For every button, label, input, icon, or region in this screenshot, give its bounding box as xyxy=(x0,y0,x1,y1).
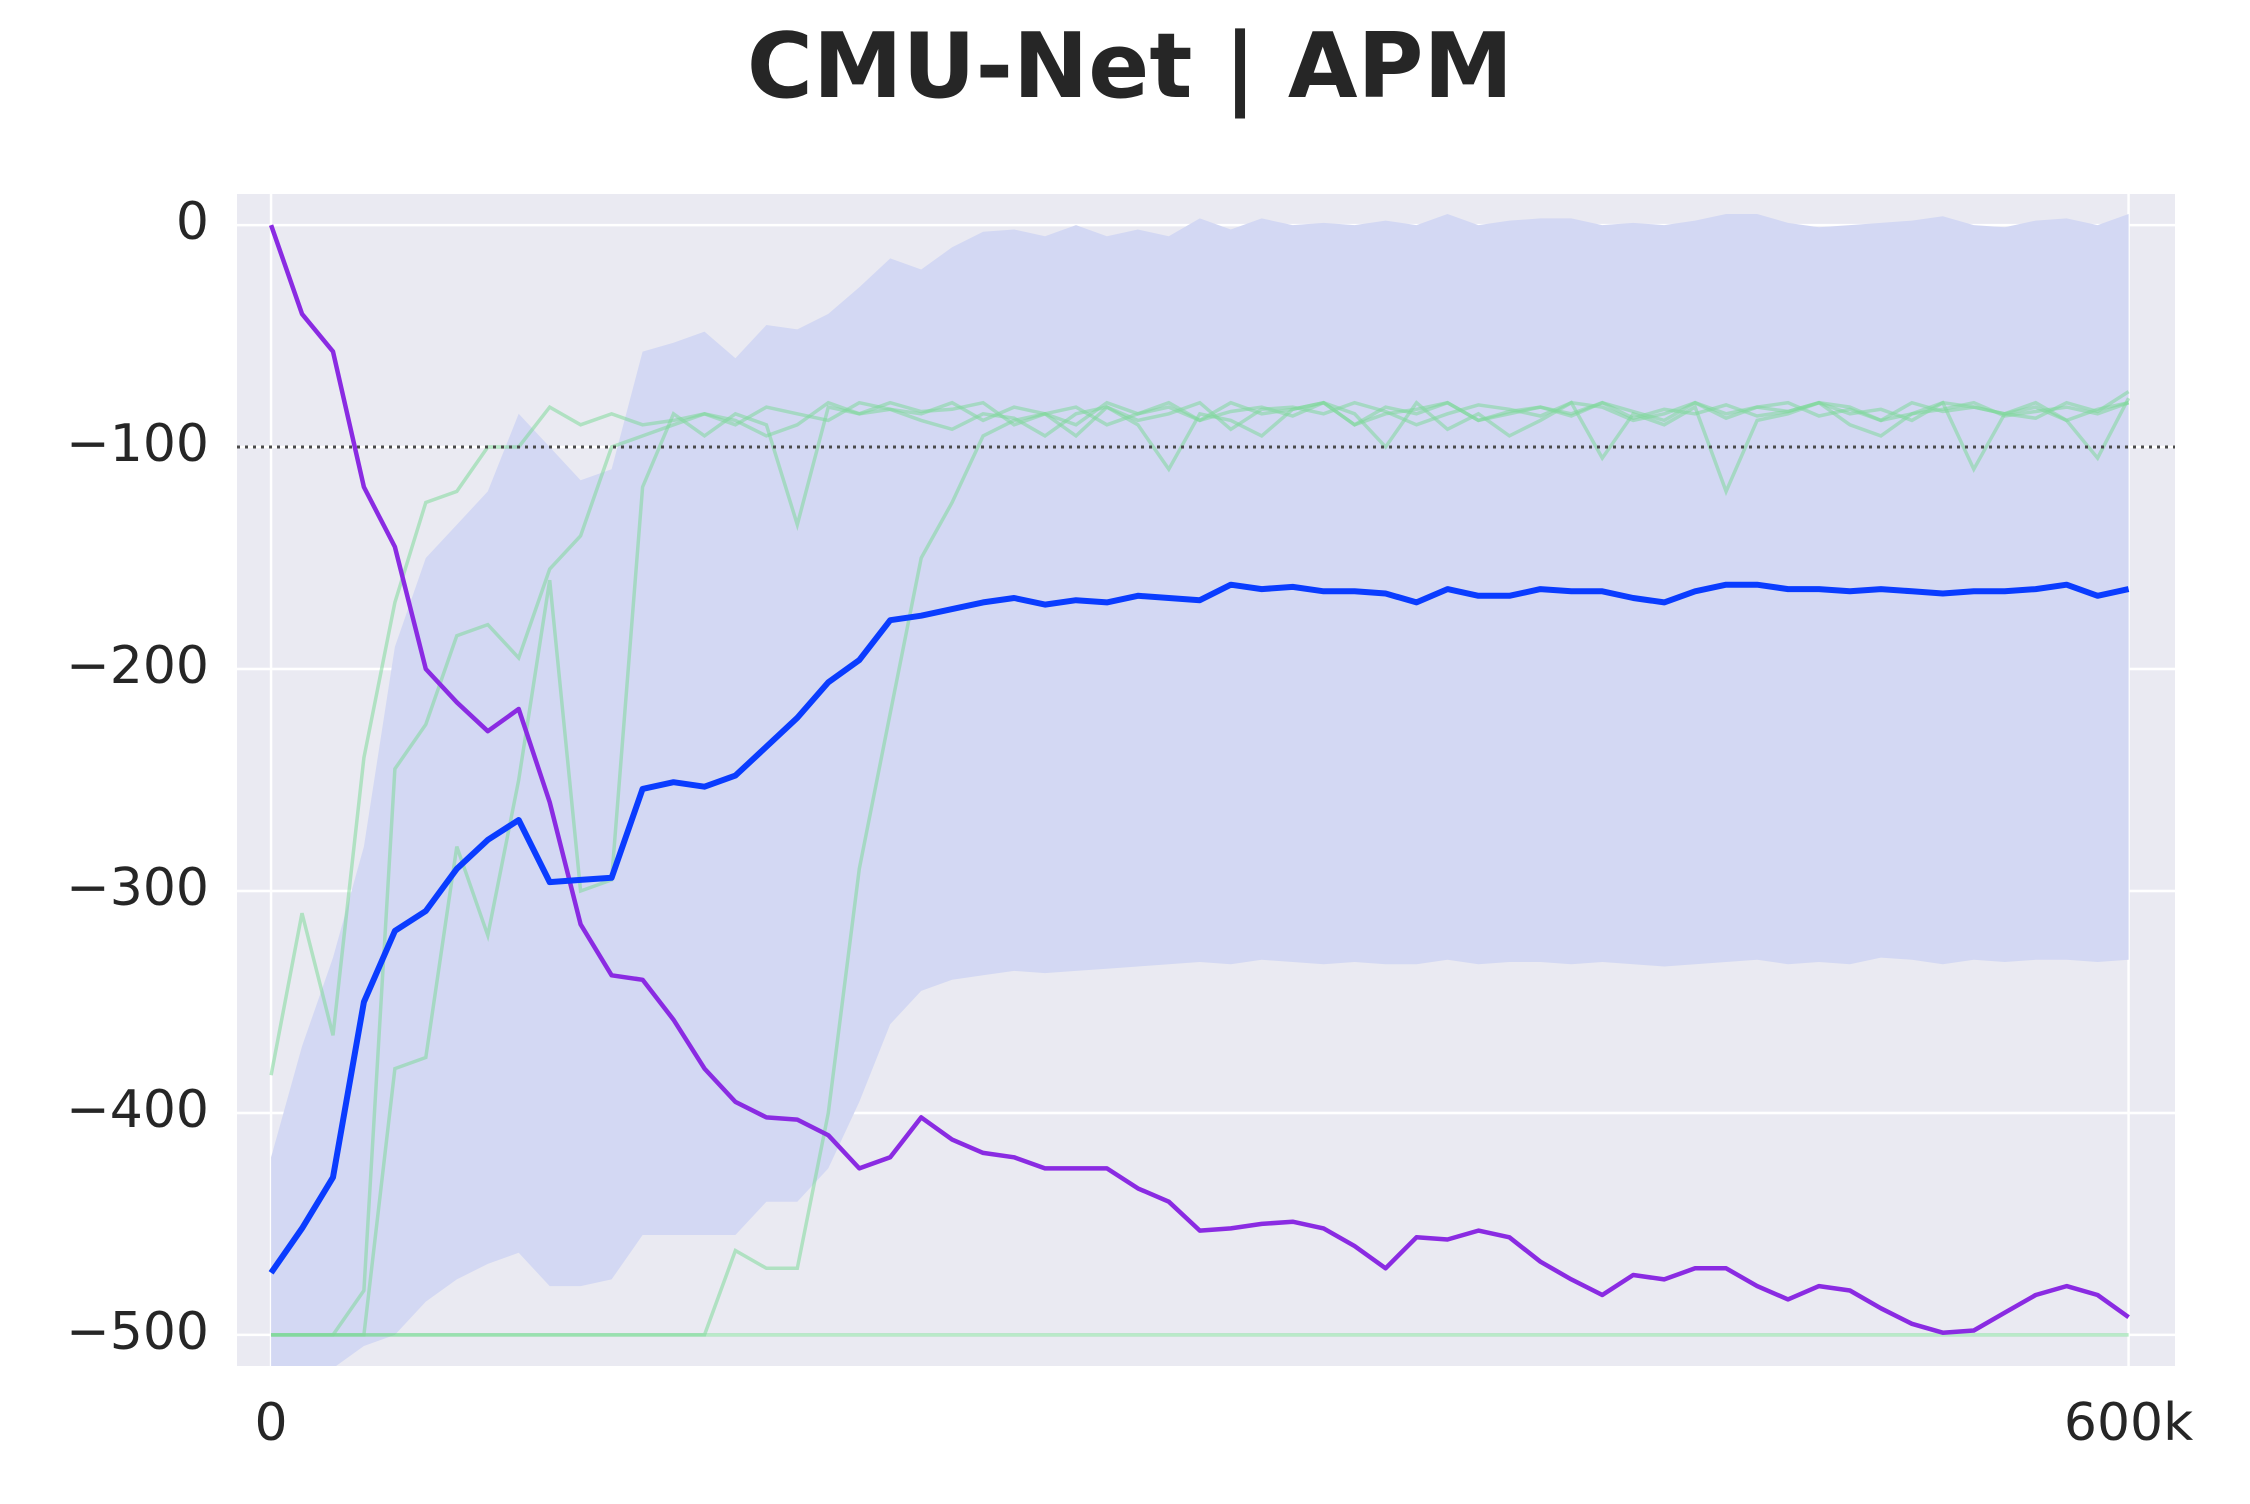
confidence-band xyxy=(271,214,2129,1366)
series-line xyxy=(268,581,2130,1275)
y-tick-label: −100 xyxy=(66,414,209,474)
y-tick-label: −400 xyxy=(66,1080,209,1140)
y-tick-label: −200 xyxy=(66,636,209,696)
x-tick-label: 0 xyxy=(255,1393,288,1453)
y-tick-label: −300 xyxy=(66,858,209,918)
x-tick-label: 600k xyxy=(2064,1393,2193,1453)
series-line xyxy=(268,224,2130,1335)
chart-title: CMU-Net | APM xyxy=(747,14,1513,120)
y-tick-label: 0 xyxy=(176,192,209,252)
y-tick-label: −500 xyxy=(66,1302,209,1362)
plot xyxy=(237,194,2175,1366)
